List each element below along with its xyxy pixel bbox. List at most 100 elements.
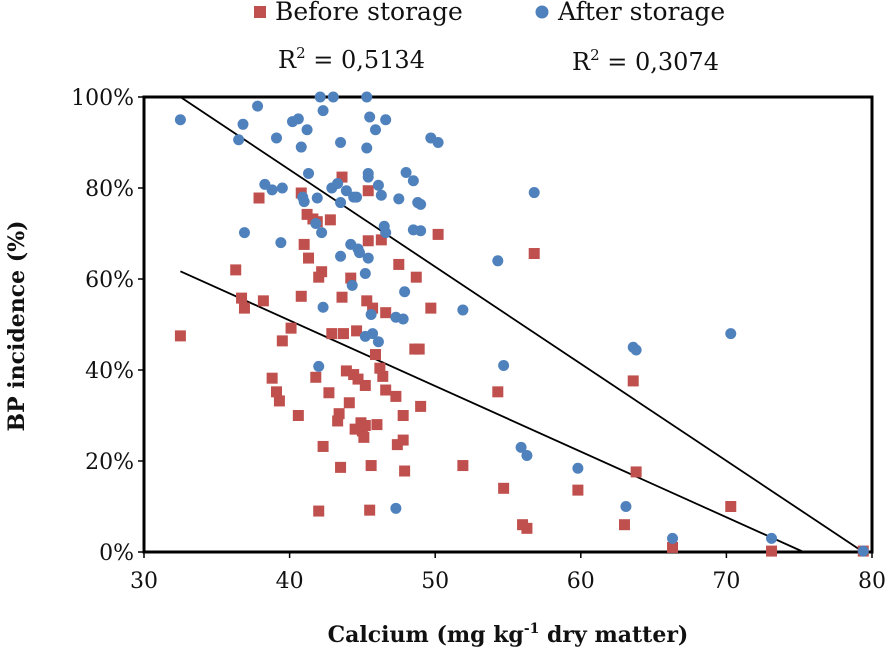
point-after-storage [432, 137, 444, 148]
point-before-storage [273, 395, 285, 407]
point-before-storage [425, 302, 437, 314]
point-after-storage [316, 227, 328, 239]
point-before-storage [667, 541, 679, 553]
point-before-storage [236, 292, 248, 304]
point-after-storage [295, 141, 307, 153]
r2-before-label: R2 = 0,5134 [278, 44, 425, 74]
point-after-storage [515, 441, 527, 453]
point-before-storage [766, 545, 778, 557]
point-before-storage [492, 386, 504, 398]
point-before-storage [362, 185, 374, 197]
point-after-storage [630, 344, 642, 356]
point-after-storage [314, 91, 326, 103]
point-after-storage [400, 167, 412, 179]
point-after-storage [303, 167, 315, 179]
point-after-storage [275, 237, 287, 249]
point-after-storage [238, 227, 250, 239]
y-axis-title: BP incidence (%) [4, 220, 30, 431]
point-before-storage [377, 370, 389, 382]
point-after-storage [415, 198, 427, 210]
point-before-storage [340, 365, 352, 377]
point-before-storage [352, 373, 364, 385]
point-after-storage [372, 179, 384, 191]
point-before-storage [298, 238, 310, 250]
y-tick-label: 40% [85, 359, 134, 384]
trendline-before-storage [180, 270, 804, 553]
point-before-storage [399, 465, 411, 477]
point-before-storage [375, 234, 387, 246]
point-after-storage [335, 197, 347, 209]
point-before-storage [365, 460, 377, 472]
point-before-storage [380, 307, 392, 319]
point-before-storage [292, 410, 304, 421]
point-after-storage [362, 171, 374, 183]
point-before-storage [359, 379, 371, 391]
point-after-storage [353, 247, 365, 259]
point-before-storage [270, 386, 282, 398]
point-before-storage [295, 290, 307, 302]
point-after-storage [233, 134, 245, 146]
point-after-storage [528, 187, 540, 199]
y-tick-label: 0% [99, 541, 134, 566]
point-before-storage [349, 423, 361, 435]
point-after-storage [370, 124, 382, 136]
point-before-storage [361, 295, 373, 307]
x-tick-label: 40 [276, 569, 304, 594]
point-before-storage [410, 271, 422, 283]
point-before-storage [266, 372, 278, 384]
point-after-storage [313, 360, 325, 372]
point-after-storage [393, 193, 405, 205]
point-after-storage [498, 359, 510, 371]
point-after-storage [372, 336, 384, 348]
point-before-storage [336, 171, 348, 183]
point-after-storage [361, 142, 373, 154]
point-before-storage [390, 390, 402, 402]
point-after-storage [292, 113, 304, 125]
point-before-storage [336, 291, 348, 303]
axes: 30 40 50 60 70 80 0% 20% 40% 60% 80% 100% [71, 86, 886, 594]
point-after-storage [362, 252, 374, 264]
y-tick-label: 100% [71, 86, 134, 111]
point-before-storage [521, 522, 533, 534]
point-after-storage [276, 182, 288, 194]
legend: Before storage After storage [254, 0, 725, 26]
legend-marker-before [254, 6, 266, 18]
point-before-storage [370, 349, 382, 361]
point-after-storage [857, 545, 869, 557]
point-after-storage [365, 308, 377, 320]
point-after-storage [270, 132, 282, 144]
point-after-storage [327, 91, 339, 103]
x-axis-title: Calcium (mg kg-1 dry matter) [328, 621, 689, 648]
point-before-storage [324, 214, 336, 226]
point-before-storage [432, 228, 444, 240]
point-after-storage [310, 217, 322, 229]
point-after-storage [521, 450, 533, 462]
point-before-storage [391, 439, 403, 451]
point-before-storage [627, 375, 639, 387]
point-before-storage [397, 410, 409, 421]
point-after-storage [415, 225, 427, 237]
point-after-storage [301, 124, 313, 136]
point-after-storage [380, 114, 392, 126]
point-after-storage [364, 111, 376, 123]
point-after-storage [237, 118, 249, 130]
point-after-storage [332, 177, 344, 189]
point-after-storage [351, 191, 363, 203]
point-before-storage [303, 252, 315, 264]
point-after-storage [367, 328, 379, 340]
point-before-storage [323, 387, 335, 399]
point-before-storage [364, 504, 376, 516]
point-before-storage [276, 335, 288, 347]
trendline-after-storage [179, 96, 864, 553]
point-before-storage [572, 484, 584, 496]
point-before-storage [345, 272, 357, 284]
point-before-storage [397, 434, 409, 446]
point-after-storage [361, 91, 373, 103]
point-before-storage [174, 330, 186, 342]
x-tick-label: 70 [712, 569, 740, 594]
point-after-storage [620, 501, 632, 512]
point-after-storage [407, 175, 419, 187]
y-tick-label: 20% [85, 450, 134, 475]
legend-label-after: After storage [557, 0, 725, 26]
